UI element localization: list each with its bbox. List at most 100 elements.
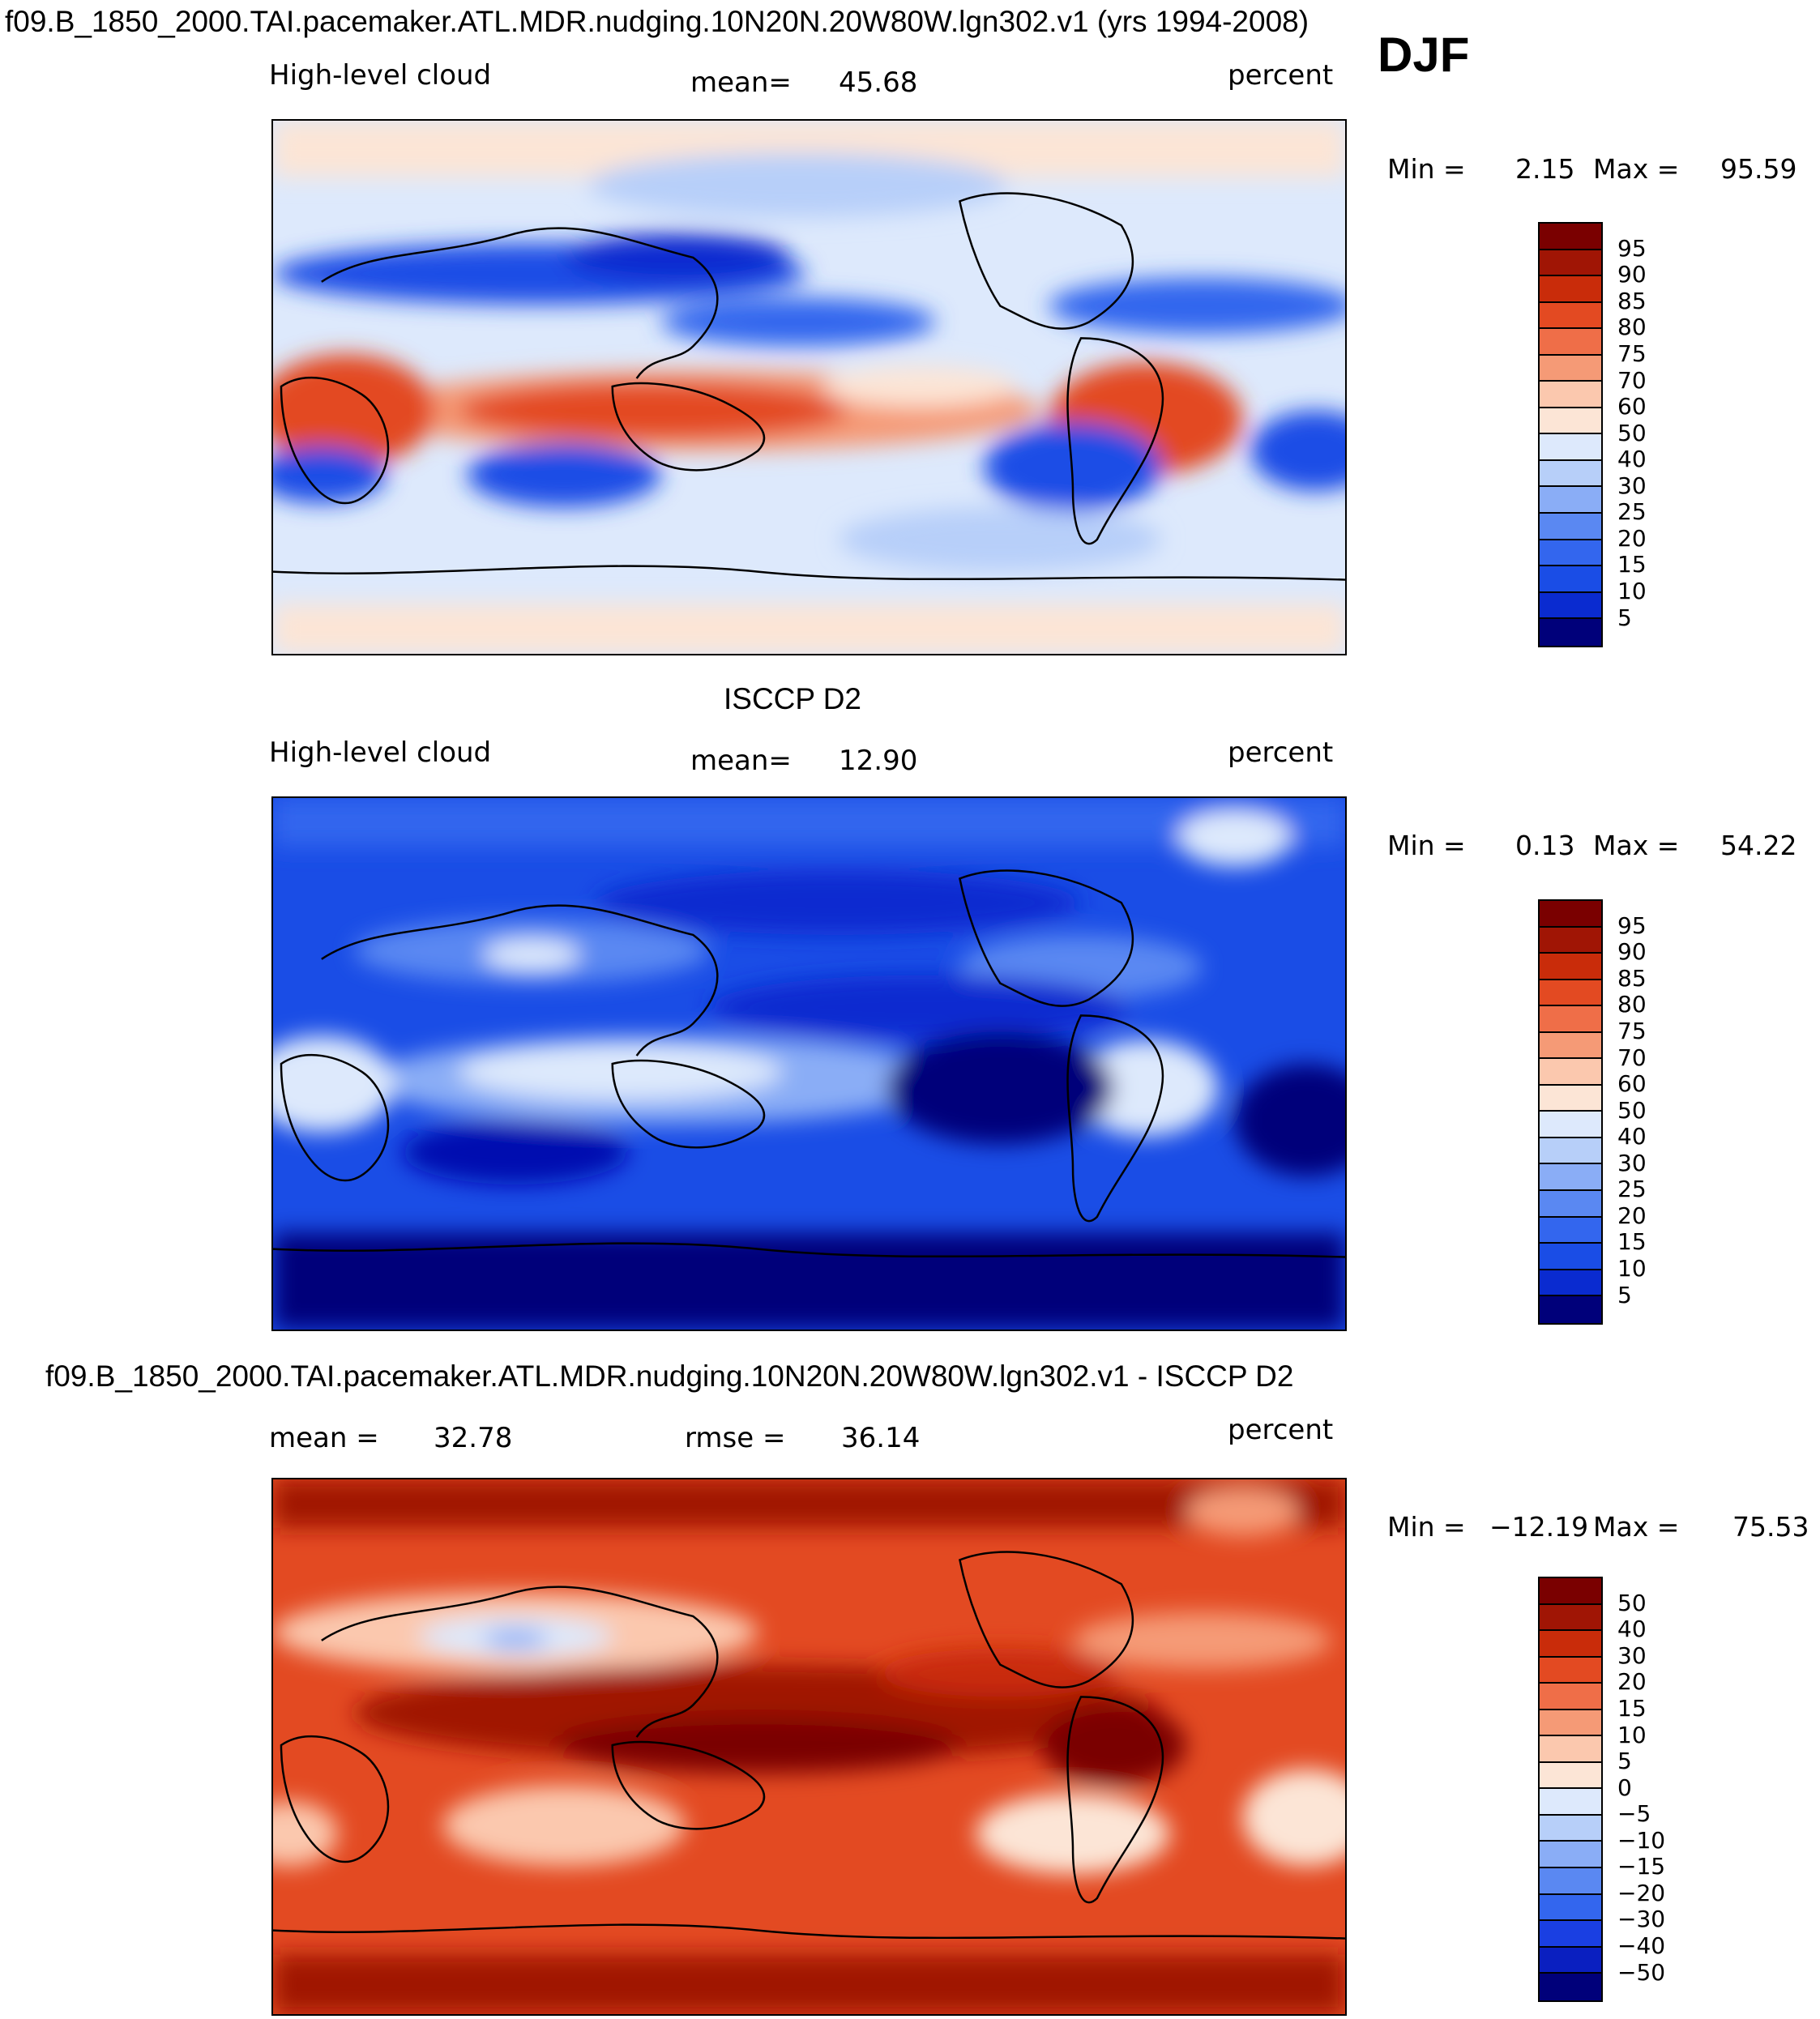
colorbar-tick-label: 50 xyxy=(1617,1590,1647,1616)
colorbar-swatch xyxy=(1540,619,1601,646)
colorbar-swatch xyxy=(1540,1762,1601,1790)
colorbar-swatch xyxy=(1540,1789,1601,1816)
colorbar-swatch xyxy=(1540,1947,1601,1974)
colorbar-tick-label: 80 xyxy=(1617,991,1647,1018)
panel3-min-label: Min = xyxy=(1387,1511,1466,1543)
colorbar-swatch xyxy=(1540,927,1601,954)
panel3-title: f09.B_1850_2000.TAI.pacemaker.ATL.MDR.nu… xyxy=(45,1360,1294,1393)
colorbar-swatch xyxy=(1540,276,1601,303)
colorbar-tick-label: 75 xyxy=(1617,340,1647,367)
panel3-min-value: −12.19 xyxy=(1489,1511,1589,1543)
colorbar-tick-label: 5 xyxy=(1617,604,1632,631)
panel1-min-value: 2.15 xyxy=(1515,153,1575,185)
colorbar-tick-label: 40 xyxy=(1617,1616,1647,1642)
colorbar-swatch xyxy=(1540,1657,1601,1684)
panel2-mean-label: mean= xyxy=(690,745,792,777)
panel1-max-value: 95.59 xyxy=(1720,153,1797,185)
colorbar-swatch xyxy=(1540,1085,1601,1112)
colorbar-swatch xyxy=(1540,1270,1601,1297)
colorbar-tick-label: 10 xyxy=(1617,1722,1647,1748)
colorbar-tick-label: 30 xyxy=(1617,1150,1647,1176)
panel2-units: percent xyxy=(1228,736,1334,769)
colorbar-tick-label: 40 xyxy=(1617,1123,1647,1150)
colorbar-swatch xyxy=(1540,1032,1601,1060)
colorbar-swatch xyxy=(1540,1894,1601,1922)
panel3-units: percent xyxy=(1228,1414,1334,1446)
colorbar-swatch xyxy=(1540,250,1601,277)
colorbar-swatch xyxy=(1540,1006,1601,1033)
colorbar-swatch xyxy=(1540,566,1601,593)
colorbar-tick-label: 60 xyxy=(1617,1070,1647,1097)
colorbar-swatch xyxy=(1540,1217,1601,1244)
colorbar-swatch xyxy=(1540,1138,1601,1165)
colorbar-swatch xyxy=(1540,408,1601,435)
colorbar-swatch xyxy=(1540,1059,1601,1086)
colorbar-swatch xyxy=(1540,1868,1601,1895)
colorbar-tick-label: 75 xyxy=(1617,1018,1647,1044)
colorbar-tick-label: 70 xyxy=(1617,1044,1647,1071)
figure-title: f09.B_1850_2000.TAI.pacemaker.ATL.MDR.nu… xyxy=(5,5,1309,38)
colorbar-tick-label: 30 xyxy=(1617,472,1647,499)
panel1-mean-value: 45.68 xyxy=(839,66,918,99)
colorbar-swatch xyxy=(1540,302,1601,330)
colorbar-tick-label: 50 xyxy=(1617,420,1647,446)
panel2-map xyxy=(271,796,1347,1331)
colorbar-tick-label: 15 xyxy=(1617,1228,1647,1255)
colorbar-tick-label: 30 xyxy=(1617,1642,1647,1669)
panel3-colorbar xyxy=(1538,1577,1603,2002)
colorbar-swatch xyxy=(1540,901,1601,928)
panel1-units: percent xyxy=(1228,59,1334,92)
colorbar-tick-label: 10 xyxy=(1617,578,1647,604)
colorbar-tick-label: −40 xyxy=(1617,1932,1666,1959)
colorbar-swatch xyxy=(1540,382,1601,408)
panel3-rmse-value: 36.14 xyxy=(841,1422,921,1454)
colorbar-tick-label: 0 xyxy=(1617,1774,1632,1801)
colorbar-tick-label: 25 xyxy=(1617,498,1647,525)
panel3-max-value: 75.53 xyxy=(1732,1511,1809,1543)
colorbar-swatch xyxy=(1540,224,1601,250)
colorbar-swatch xyxy=(1540,487,1601,514)
colorbar-tick-label: −50 xyxy=(1617,1959,1666,1986)
colorbar-tick-label: −20 xyxy=(1617,1880,1666,1906)
colorbar-swatch xyxy=(1540,1631,1601,1658)
colorbar-tick-label: 70 xyxy=(1617,367,1647,394)
colorbar-tick-label: −30 xyxy=(1617,1906,1666,1932)
colorbar-tick-label: 20 xyxy=(1617,1202,1647,1229)
colorbar-swatch xyxy=(1540,355,1601,382)
colorbar-swatch xyxy=(1540,980,1601,1007)
colorbar-swatch xyxy=(1540,1191,1601,1218)
panel2-max-value: 54.22 xyxy=(1720,830,1797,861)
colorbar-tick-label: 90 xyxy=(1617,938,1647,965)
season-label: DJF xyxy=(1378,28,1470,82)
panel2-mean-value: 12.90 xyxy=(839,745,918,777)
colorbar-tick-label: 10 xyxy=(1617,1255,1647,1282)
colorbar-swatch xyxy=(1540,1736,1601,1763)
colorbar-swatch xyxy=(1540,434,1601,461)
panel2-max-label: Max = xyxy=(1593,830,1680,861)
colorbar-swatch xyxy=(1540,592,1601,620)
colorbar-tick-label: 50 xyxy=(1617,1097,1647,1124)
colorbar-tick-label: −15 xyxy=(1617,1853,1666,1880)
colorbar-swatch xyxy=(1540,1604,1601,1632)
colorbar-swatch xyxy=(1540,1578,1601,1605)
colorbar-swatch xyxy=(1540,1164,1601,1192)
colorbar-tick-label: 15 xyxy=(1617,551,1647,578)
panel1-colorbar xyxy=(1538,222,1603,647)
colorbar-tick-label: 80 xyxy=(1617,314,1647,340)
colorbar-swatch xyxy=(1540,1921,1601,1948)
colorbar-swatch xyxy=(1540,329,1601,356)
panel2-min-label: Min = xyxy=(1387,830,1466,861)
colorbar-swatch xyxy=(1540,1684,1601,1710)
colorbar-swatch xyxy=(1540,514,1601,540)
colorbar-tick-label: −5 xyxy=(1617,1800,1651,1827)
panel2-variable-label: High-level cloud xyxy=(269,736,492,769)
panel3-max-label: Max = xyxy=(1593,1511,1680,1543)
panel3-mean-label: mean = xyxy=(269,1422,379,1454)
panel2-colorbar xyxy=(1538,899,1603,1325)
colorbar-tick-label: 20 xyxy=(1617,1668,1647,1695)
colorbar-tick-label: 15 xyxy=(1617,1695,1647,1722)
panel3-rmse-label: rmse = xyxy=(685,1422,786,1454)
panel2-title: ISCCP D2 xyxy=(724,682,861,715)
colorbar-tick-label: 60 xyxy=(1617,393,1647,420)
colorbar-tick-label: 85 xyxy=(1617,288,1647,314)
